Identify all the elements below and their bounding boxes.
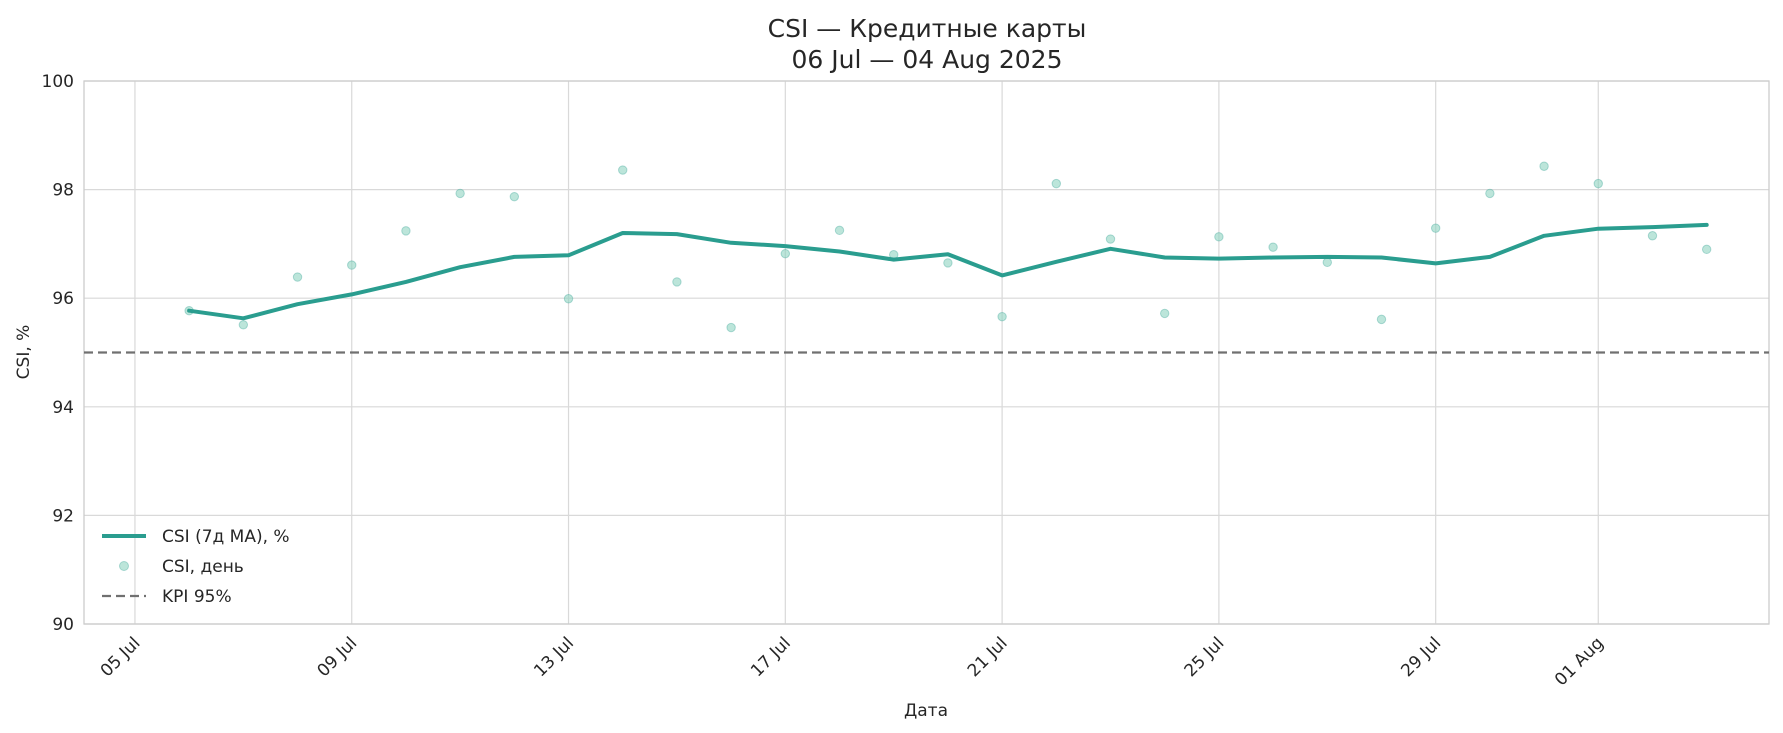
y-tick-label: 100 bbox=[42, 72, 74, 92]
daily-point bbox=[1159, 308, 1170, 319]
y-tick-label: 94 bbox=[52, 398, 74, 418]
x-tick-label: 09 Jul bbox=[314, 633, 362, 681]
daily-point bbox=[347, 260, 357, 270]
daily-point bbox=[1701, 244, 1712, 255]
x-tick-label: 17 Jul bbox=[747, 633, 795, 681]
daily-point bbox=[1214, 232, 1224, 242]
daily-point bbox=[1268, 242, 1278, 252]
daily-point bbox=[563, 294, 574, 304]
daily-point bbox=[1376, 314, 1387, 325]
daily-point bbox=[1051, 178, 1062, 189]
x-tick-label: 01 Aug bbox=[1551, 633, 1608, 690]
daily-point bbox=[672, 277, 682, 287]
daily-point bbox=[238, 320, 249, 330]
daily-point bbox=[1593, 178, 1603, 189]
daily-point bbox=[509, 191, 520, 202]
daily-points bbox=[184, 161, 1712, 333]
x-tick-label: 21 Jul bbox=[964, 633, 1012, 681]
y-tick-label: 96 bbox=[52, 289, 74, 309]
legend-label-daily: CSI, день bbox=[162, 557, 244, 577]
daily-point bbox=[943, 258, 953, 268]
legend: CSI (7д MA), % CSI, день KPI 95% bbox=[102, 527, 290, 607]
daily-point bbox=[997, 311, 1007, 322]
y-axis-label: CSI, % bbox=[14, 325, 34, 380]
chart-subtitle: 06 Jul — 04 Aug 2025 bbox=[792, 45, 1063, 74]
x-tick-label: 25 Jul bbox=[1181, 633, 1229, 681]
legend-swatch-daily bbox=[119, 561, 129, 571]
daily-point bbox=[1647, 231, 1658, 241]
daily-point bbox=[726, 322, 736, 333]
x-tick-label: 29 Jul bbox=[1397, 633, 1445, 681]
legend-label-ma: CSI (7д MA), % bbox=[162, 527, 290, 547]
y-tick-label: 90 bbox=[52, 615, 74, 635]
x-axis-label: Дата bbox=[904, 701, 948, 721]
x-axis: 05 Jul 09 Jul 13 Jul 17 Jul 21 Jul 25 Jul 29 J… bbox=[97, 633, 1608, 690]
daily-point bbox=[618, 165, 628, 175]
chart-title: CSI — Кредитные карты bbox=[768, 14, 1087, 43]
legend-label-kpi: KPI 95% bbox=[162, 587, 232, 607]
x-tick-label: 05 Jul bbox=[97, 633, 145, 681]
daily-point bbox=[834, 225, 845, 236]
y-axis: 90 92 94 96 98 100 bbox=[42, 72, 74, 635]
moving-average-group bbox=[187, 222, 1709, 321]
daily-point bbox=[780, 248, 791, 259]
daily-point bbox=[292, 272, 303, 282]
daily-point bbox=[1485, 188, 1495, 199]
y-tick-label: 92 bbox=[52, 506, 74, 526]
x-tick-label: 13 Jul bbox=[530, 633, 578, 681]
daily-point bbox=[401, 226, 411, 236]
y-tick-label: 98 bbox=[52, 181, 74, 201]
daily-point bbox=[455, 188, 465, 199]
moving-average-line bbox=[187, 222, 1709, 321]
daily-point bbox=[1539, 161, 1549, 171]
daily-point bbox=[1430, 223, 1441, 233]
daily-point bbox=[1105, 234, 1116, 244]
daily-point bbox=[1322, 257, 1332, 268]
